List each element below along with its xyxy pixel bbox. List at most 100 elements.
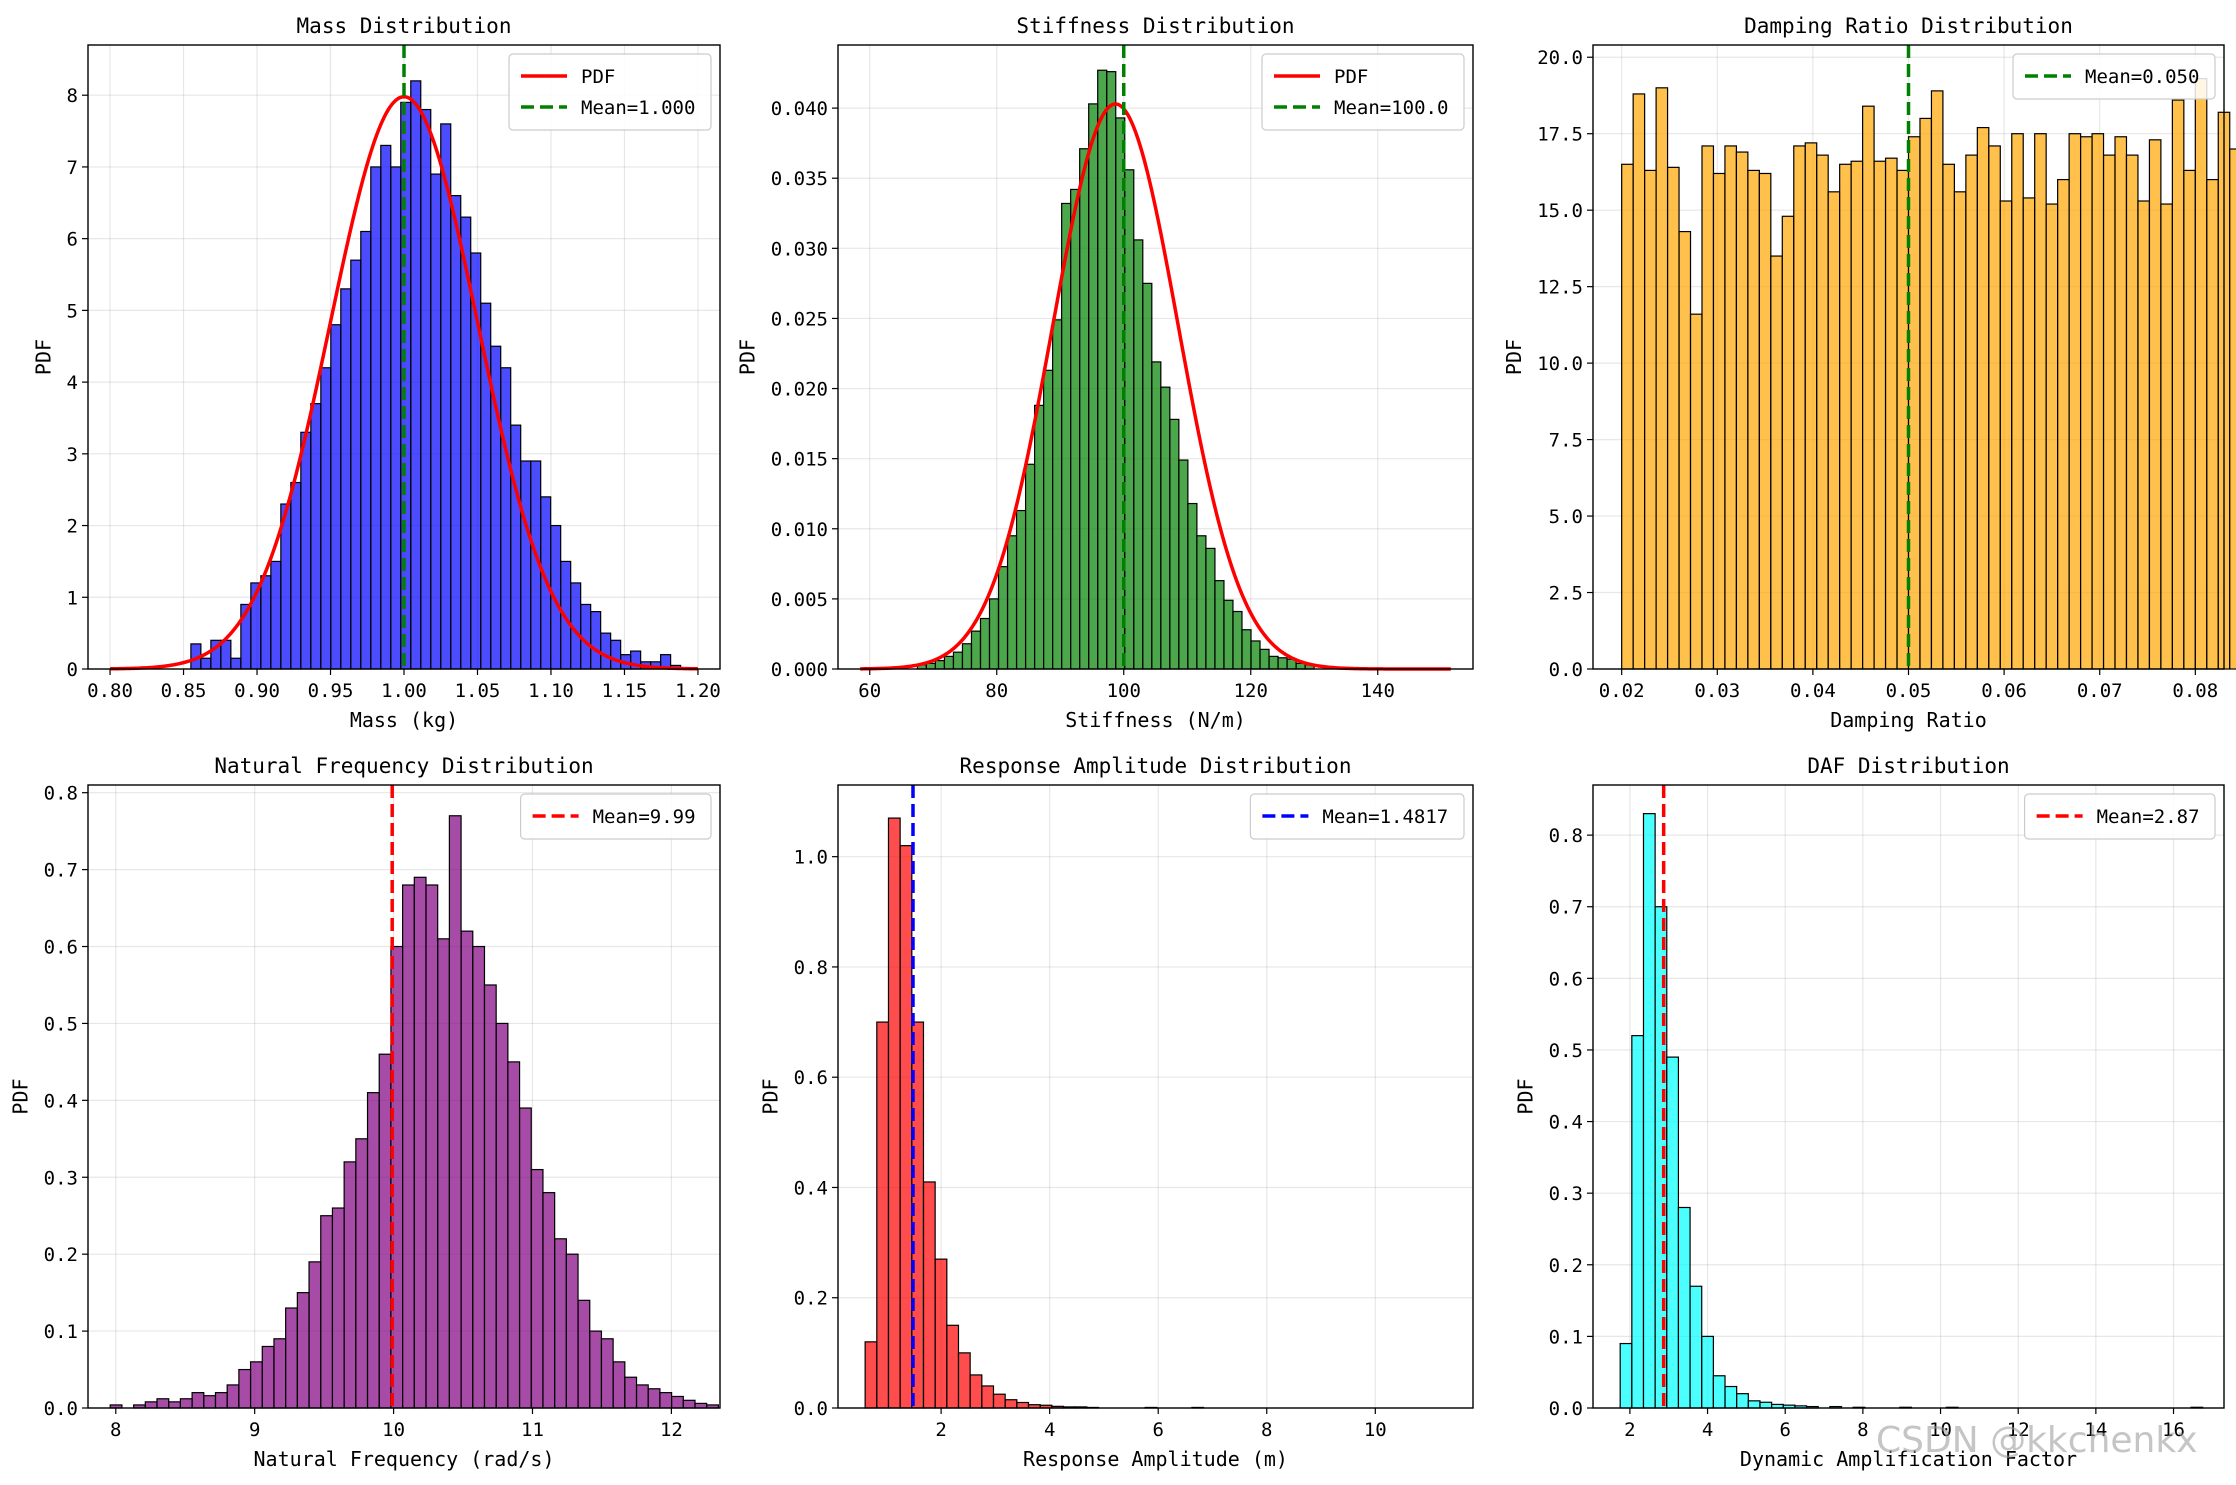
histogram-bar bbox=[1070, 188, 1081, 670]
histogram-bar bbox=[1919, 117, 1933, 670]
histogram-bar bbox=[1259, 648, 1270, 670]
histogram-bar bbox=[2206, 178, 2219, 670]
y-tick-label: 10.0 bbox=[1537, 353, 1583, 375]
axes-frame bbox=[837, 44, 1474, 670]
histogram-bar bbox=[460, 930, 474, 1409]
histogram-bar bbox=[943, 655, 955, 670]
histogram bbox=[864, 817, 1205, 1409]
legend-box bbox=[2012, 53, 2216, 100]
y-tick-label: 3 bbox=[67, 444, 78, 466]
y-tick-label: 0.0 bbox=[794, 1398, 828, 1420]
legend: Mean=9.99 bbox=[519, 793, 712, 840]
x-tick-label: 0.80 bbox=[87, 680, 133, 702]
watermark: CSDN @kkchenkx bbox=[1876, 1420, 2198, 1461]
y-tick-label: 1 bbox=[67, 587, 78, 609]
histogram-bar bbox=[249, 1361, 263, 1409]
histogram-bar bbox=[946, 1324, 960, 1409]
axes-frame bbox=[1592, 784, 2225, 1409]
legend: PDF Mean=1.000 bbox=[508, 53, 712, 131]
histogram-bar bbox=[1930, 90, 1944, 670]
histogram-bar bbox=[530, 1168, 544, 1409]
histogram-bar bbox=[308, 1261, 322, 1409]
histogram-bar bbox=[1942, 163, 1955, 670]
histogram-bar bbox=[440, 123, 452, 670]
y-axis-label: PDF bbox=[736, 339, 760, 375]
histogram-bar bbox=[1151, 361, 1162, 670]
y-tick-label: 0.5 bbox=[1549, 1040, 1583, 1062]
histogram-bar bbox=[260, 575, 272, 670]
x-tick-label: 0.04 bbox=[1790, 680, 1836, 702]
histogram-bar bbox=[1241, 629, 1252, 670]
histogram-bar bbox=[179, 1398, 193, 1409]
y-tick-label: 0.1 bbox=[1549, 1326, 1583, 1348]
histogram-bar bbox=[600, 632, 612, 670]
y-tick-label: 8 bbox=[67, 85, 78, 107]
histogram-bar bbox=[320, 367, 332, 670]
y-tick-label: 0.1 bbox=[44, 1321, 78, 1343]
histogram-bar bbox=[2148, 139, 2162, 670]
y-tick-label: 0 bbox=[67, 659, 78, 681]
x-tick-label: 1.00 bbox=[381, 680, 427, 702]
histogram bbox=[1619, 813, 2204, 1409]
histogram-bar bbox=[1701, 145, 1715, 670]
histogram bbox=[1621, 78, 2236, 670]
y-tick-label: 4 bbox=[67, 372, 78, 394]
histogram-bar bbox=[1097, 69, 1108, 670]
x-axis-label: Response Amplitude (m) bbox=[1023, 1447, 1288, 1471]
y-tick-label: 2.5 bbox=[1549, 583, 1583, 605]
axes-frame bbox=[87, 784, 721, 1409]
y-tick-label: 0.2 bbox=[794, 1288, 828, 1310]
histogram-bar bbox=[647, 1388, 661, 1409]
histogram-bar bbox=[1873, 160, 1887, 670]
y-tick-label: 0.8 bbox=[794, 957, 828, 979]
histogram-bar bbox=[1655, 87, 1669, 670]
histogram-bar bbox=[2125, 154, 2139, 670]
x-tick-label: 0.07 bbox=[2077, 680, 2123, 702]
histogram-bar bbox=[413, 876, 427, 1409]
histogram-bar bbox=[1965, 154, 1978, 670]
histogram-bar bbox=[518, 1107, 532, 1409]
y-tick-label: 0.0 bbox=[44, 1398, 78, 1420]
chart-title: Natural Frequency Distribution bbox=[214, 754, 593, 778]
histogram bbox=[109, 815, 719, 1409]
x-tick-label: 0.08 bbox=[2172, 680, 2218, 702]
histogram-bar bbox=[887, 817, 901, 1409]
x-tick-label: 0.85 bbox=[161, 680, 207, 702]
legend-label: Mean=9.99 bbox=[593, 806, 696, 828]
y-ticks: 0.0 0.2 0.4 0.6 0.8 1.0 bbox=[794, 847, 838, 1420]
y-tick-label: 0.020 bbox=[771, 379, 828, 401]
histogram-bar bbox=[1232, 610, 1243, 670]
y-tick-label: 0.000 bbox=[771, 659, 828, 681]
histogram-bar bbox=[1781, 215, 1795, 670]
y-tick-label: 12.5 bbox=[1537, 277, 1583, 299]
histogram-bar bbox=[589, 1330, 603, 1409]
histogram-bar bbox=[899, 845, 913, 1409]
histogram-bar bbox=[1169, 418, 1180, 670]
histogram-bar bbox=[200, 657, 212, 670]
histogram-bar bbox=[1666, 1056, 1680, 1409]
histogram bbox=[190, 80, 682, 670]
legend: Mean=0.050 bbox=[2012, 53, 2216, 100]
y-ticks: 0.0 2.5 5.0 7.5 10.0 12.5 15.0 17.5 20.0 bbox=[1537, 47, 1593, 681]
histogram-bar bbox=[2160, 203, 2173, 670]
histogram-bar bbox=[970, 630, 982, 670]
y-ticks: 0.0 0.1 0.2 0.3 0.4 0.5 0.6 0.7 0.8 bbox=[44, 783, 88, 1420]
legend: Mean=2.87 bbox=[2023, 793, 2216, 840]
histogram-bar bbox=[214, 1392, 228, 1409]
histogram-bar bbox=[1816, 154, 1829, 670]
histogram-bar bbox=[1088, 103, 1099, 670]
chart-title: Stiffness Distribution bbox=[1016, 14, 1294, 38]
histogram-bar bbox=[203, 1395, 217, 1409]
x-ticks: 0.02 0.03 0.04 0.05 0.06 0.07 0.08 bbox=[1599, 669, 2218, 702]
x-ticks: 0.80 0.85 0.90 0.95 1.00 1.05 1.10 1.15 1.20 bbox=[87, 669, 721, 702]
histogram-bar bbox=[510, 424, 522, 670]
histogram-bar bbox=[483, 984, 497, 1409]
histogram-bar bbox=[1250, 640, 1261, 670]
legend-label: Mean=100.0 bbox=[1334, 97, 1448, 119]
histogram-bar bbox=[1862, 105, 1875, 670]
histogram-bar bbox=[296, 1292, 310, 1409]
y-tick-label: 2 bbox=[67, 516, 78, 538]
histogram-bar bbox=[2045, 203, 2059, 670]
histogram-bar bbox=[410, 80, 422, 670]
legend-box bbox=[1249, 793, 1465, 840]
